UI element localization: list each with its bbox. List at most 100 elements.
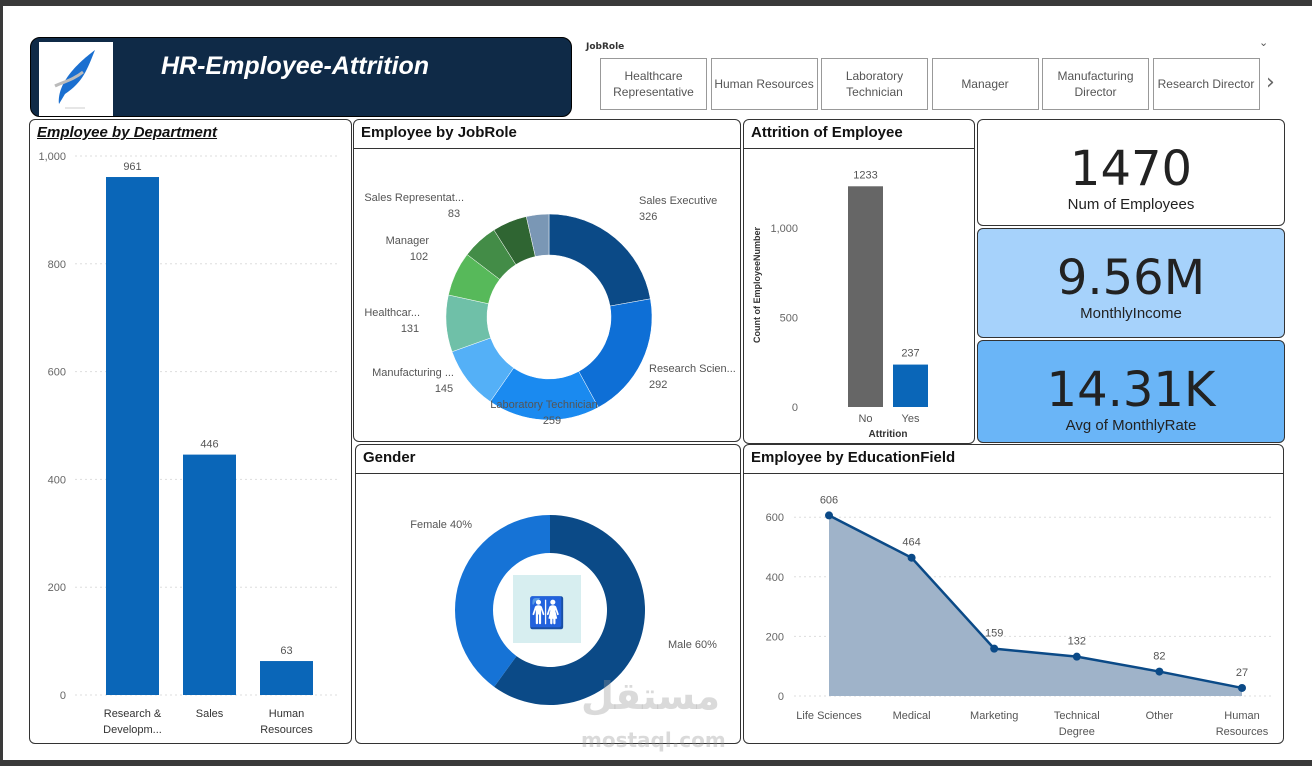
y-tick-label: 500 <box>780 313 798 325</box>
y-tick-label: 600 <box>766 512 784 524</box>
x-tick-label: Other <box>1146 710 1174 722</box>
data-point <box>1155 667 1164 676</box>
donut-slice <box>525 213 550 257</box>
panel-title: Employee by Department <box>37 124 218 141</box>
slicer-button[interactable]: Healthcare Representative <box>600 58 707 110</box>
slice-label: Female 40% <box>410 519 472 531</box>
data-point <box>1238 683 1246 692</box>
y-tick-label: 600 <box>48 367 66 379</box>
slicer-button[interactable]: Laboratory Technician <box>821 58 928 110</box>
attrition-panel: Attrition of Employee 0 500 1,000 Count of … <box>743 119 975 444</box>
page-title: HR-Employee-Attrition <box>161 52 430 80</box>
data-label: 237 <box>901 348 919 360</box>
department-bar-chart: 0 200 400 600 800 1,000 961 Research & Developm.… <box>38 151 340 736</box>
y-tick-label: 1,000 <box>38 151 66 163</box>
kpi-label: Num of Employees <box>1067 196 1195 213</box>
slice-value: 131 <box>401 323 419 335</box>
data-label: 82 <box>1153 651 1165 663</box>
y-tick-label: 400 <box>766 572 784 584</box>
kpi-value: 1470 <box>1069 141 1193 197</box>
x-tick-label: Resources <box>1216 726 1269 738</box>
data-label: 446 <box>200 439 218 451</box>
slice-value: 83 <box>448 208 460 220</box>
slicer-button[interactable]: Research Director <box>1152 58 1260 110</box>
y-axis-title: Count of EmployeeNumber <box>752 227 762 344</box>
kpi-label: MonthlyIncome <box>1080 305 1182 322</box>
watermark-text: mostaql.com <box>581 728 726 752</box>
watermark-arabic: مستقل <box>581 674 720 718</box>
x-tick-label: No <box>858 413 872 425</box>
chevron-down-icon[interactable]: ⌄ <box>1259 36 1269 49</box>
wing-logo <box>39 42 113 116</box>
y-tick-label: 0 <box>792 402 798 414</box>
y-tick-label: 0 <box>778 691 784 703</box>
x-tick-label: Marketing <box>970 710 1018 722</box>
jobrole-donut-chart: Sales Executive 326 Research Scien... 292 La… <box>364 192 736 427</box>
donut-slice <box>548 213 651 307</box>
slice-label: Healthcar... <box>364 307 420 319</box>
x-tick-label: Degree <box>1059 726 1095 738</box>
gender-icon <box>513 575 581 643</box>
data-label: 464 <box>902 537 920 549</box>
kpi-value: 14.31K <box>1046 362 1216 418</box>
slice-value: 259 <box>543 415 561 427</box>
data-point <box>825 511 833 520</box>
kpi-card: 1470 Num of Employees <box>977 119 1285 226</box>
y-tick-label: 200 <box>48 582 66 594</box>
slice-label: Sales Representat... <box>364 192 464 204</box>
data-label: 27 <box>1236 667 1248 679</box>
bar <box>848 186 883 407</box>
y-tick-label: 800 <box>48 259 66 271</box>
data-label: 132 <box>1068 636 1086 648</box>
data-label: 606 <box>820 494 838 506</box>
kpi-label: Avg of MonthlyRate <box>1065 417 1197 434</box>
slice-value: 326 <box>639 211 657 223</box>
chevron-right-icon[interactable]: › <box>1266 70 1275 95</box>
department-panel: Employee by Department 0 200 400 600 800 1,00… <box>29 119 352 744</box>
jobrole-panel: Employee by JobRole Sales Executive 326 Re… <box>353 119 741 442</box>
data-label: 159 <box>985 628 1003 640</box>
slice-label: Sales Executive <box>639 195 717 207</box>
slicer-button[interactable]: Manufacturing Director <box>1042 58 1149 110</box>
x-tick-label: Human <box>269 708 304 720</box>
kpi-value: 9.56M <box>1056 250 1206 306</box>
panel-title: Gender <box>363 449 416 466</box>
slice-label: Male 60% <box>668 639 717 651</box>
donut-slice <box>455 515 550 687</box>
data-point <box>907 553 916 562</box>
data-point <box>990 644 999 653</box>
x-tick-label: Human <box>1224 710 1259 722</box>
x-tick-label: Life Sciences <box>796 710 862 722</box>
data-label: 63 <box>280 645 292 657</box>
bar <box>106 177 159 695</box>
y-tick-label: 1,000 <box>770 223 798 235</box>
data-point <box>1072 652 1081 661</box>
slice-label: Laboratory Technician <box>490 399 597 411</box>
people-icon: 🚻 <box>528 595 565 630</box>
slice-label: Manufacturing ... <box>372 367 454 379</box>
data-label: 1233 <box>853 169 877 181</box>
x-tick-label: Medical <box>893 710 931 722</box>
title-banner: HR-Employee-Attrition <box>30 37 572 117</box>
attrition-bar-chart: 0 500 1,000 Count of EmployeeNumber 1233 No 23… <box>752 169 928 440</box>
x-tick-label: Sales <box>196 708 224 720</box>
gender-panel: Gender 🚻 Male 60% Female 40% <box>355 444 741 744</box>
bar <box>183 454 236 695</box>
slicer-label: JobRole <box>586 42 625 52</box>
slice-value: 292 <box>649 379 667 391</box>
slicer-button[interactable]: Manager <box>931 58 1039 110</box>
education-area-chart: 0 200 400 600 606 Life Sciences 464 Medical 159 M… <box>766 494 1274 738</box>
x-tick-label: Resources <box>260 724 313 736</box>
slice-value: 145 <box>435 383 453 395</box>
panel-title: Employee by EducationField <box>751 449 956 466</box>
education-panel: Employee by EducationField 0 200 400 600 606… <box>743 444 1284 744</box>
bar <box>893 364 928 407</box>
slice-label: Manager <box>386 235 430 247</box>
slice-value: 102 <box>410 251 428 263</box>
x-tick-label: Technical <box>1054 710 1100 722</box>
data-label: 961 <box>123 161 141 173</box>
slicer-button[interactable]: Human Resources <box>710 58 818 110</box>
slice-label: Research Scien... <box>649 363 736 375</box>
x-axis-title: Attrition <box>869 429 908 440</box>
area-fill <box>829 515 1242 696</box>
